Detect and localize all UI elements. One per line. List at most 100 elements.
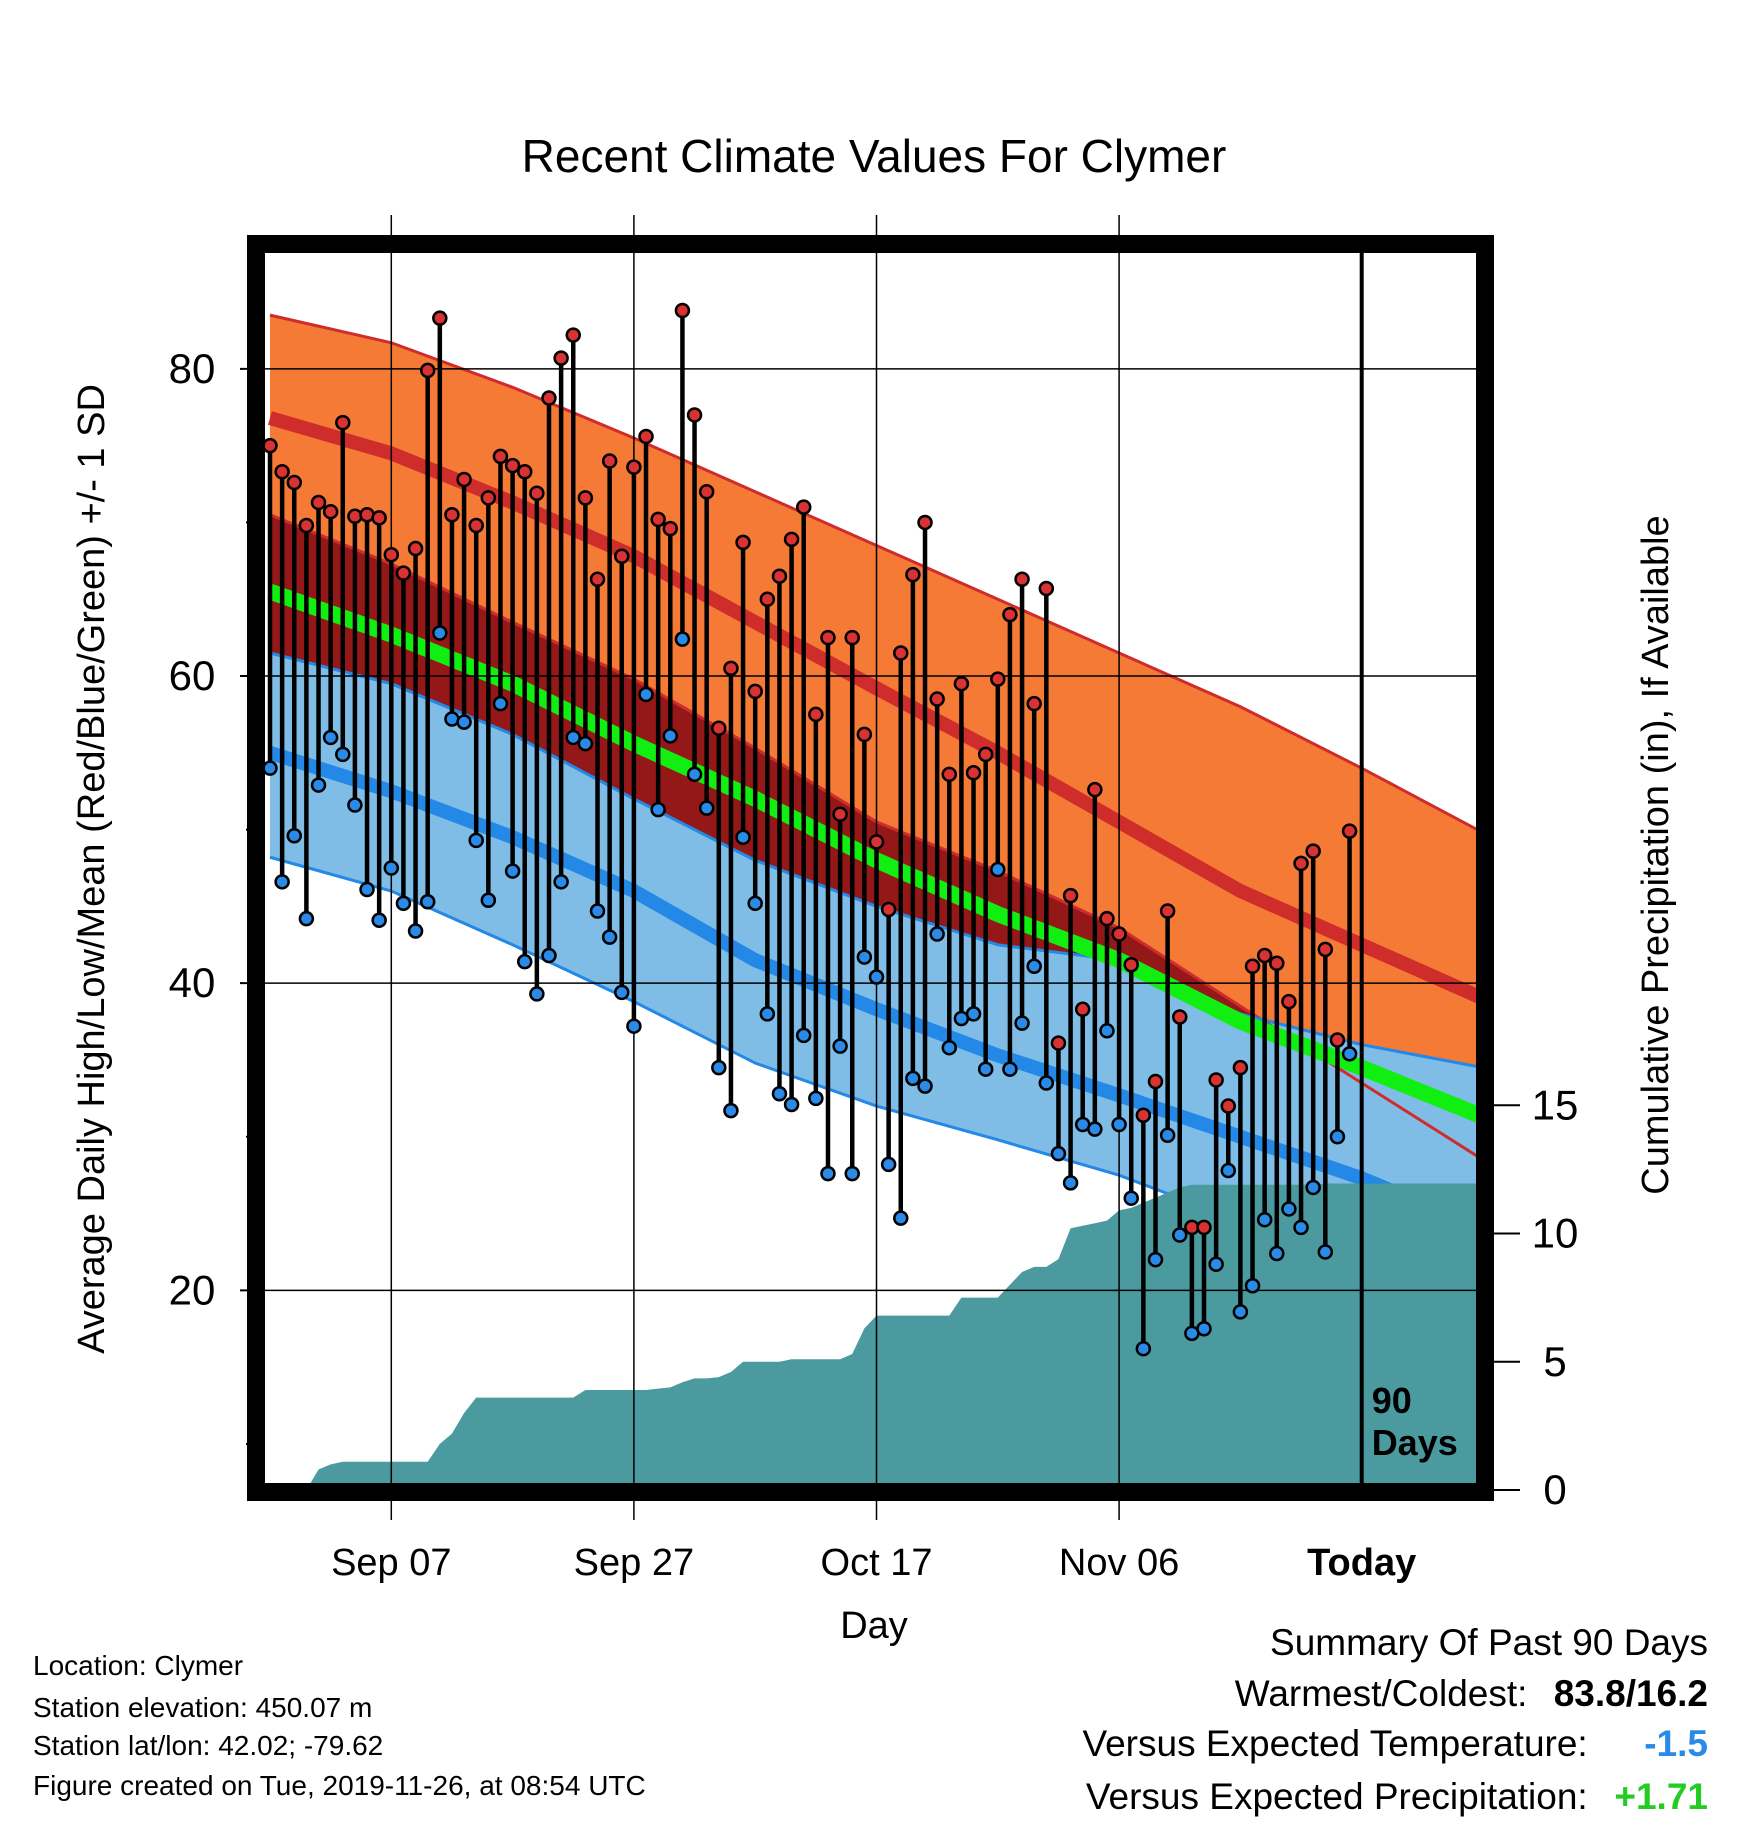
daily-low-point: [1341, 1046, 1358, 1062]
daily-high-point: [905, 566, 921, 583]
daily-low-point: [1050, 1145, 1067, 1162]
daily-low-point: [1220, 1162, 1237, 1179]
daily-low-point: [783, 1096, 800, 1113]
daily-high-point: [1341, 823, 1358, 839]
daily-high-point: [698, 483, 715, 500]
daily-high-point: [626, 459, 642, 475]
daily-high-point: [1135, 1107, 1152, 1124]
daily-high-point: [747, 683, 763, 700]
daily-low-point: [1123, 1190, 1139, 1206]
daily-high-point: [1293, 855, 1309, 872]
daily-high-point: [759, 591, 776, 607]
daily-high-point: [1244, 958, 1261, 975]
daily-low-point: [844, 1165, 860, 1182]
summary-precipitation: Versus Expected Precipitation: +1.71: [1086, 1778, 1708, 1815]
daily-high-point: [419, 362, 436, 379]
daily-low-point: [917, 1078, 933, 1094]
daily-high-point: [929, 691, 945, 707]
daily-high-point: [868, 834, 885, 850]
daily-low-point: [771, 1086, 788, 1102]
summary-precip-label: Versus Expected Precipitation:: [1085, 1776, 1588, 1817]
daily-high-point: [310, 494, 327, 511]
daily-high-point: [953, 675, 970, 692]
daily-high-point: [565, 327, 581, 343]
daily-high-point: [1256, 947, 1273, 964]
info-elevation: Station elevation: 450.07 m: [33, 1692, 373, 1723]
x-tick-label: Sep 07: [331, 1542, 451, 1584]
daily-high-point: [674, 302, 691, 319]
daily-low-point: [335, 746, 351, 763]
daily-high-point: [553, 350, 569, 366]
y-axis-label-right: Cumulative Precipitation (in), If Availa…: [1635, 515, 1677, 1194]
daily-low-point: [698, 800, 715, 816]
summary-temperature: Versus Expected Temperature: -1.5: [1082, 1725, 1708, 1762]
daily-low-point: [1256, 1211, 1273, 1228]
daily-high-point: [917, 514, 933, 531]
daily-high-point: [893, 645, 909, 661]
daily-low-point: [795, 1027, 812, 1044]
y-tick-label-left: 60: [169, 652, 216, 699]
daily-low-point: [322, 729, 339, 746]
summary-warm-cold-value: 83.8/16.2: [1553, 1673, 1708, 1714]
daily-low-point: [1317, 1244, 1334, 1260]
daily-low-point: [1196, 1320, 1212, 1337]
daily-high-point: [1038, 580, 1055, 597]
daily-low-point: [480, 892, 497, 909]
daily-low-point: [626, 1018, 642, 1034]
daily-high-point: [541, 390, 557, 406]
daily-low-point: [747, 895, 763, 912]
daily-high-point: [686, 407, 703, 423]
daily-low-point: [868, 969, 885, 985]
daily-low-point: [468, 832, 484, 849]
daily-low-point: [1002, 1061, 1018, 1077]
daily-low-point: [1111, 1116, 1127, 1133]
daily-low-point: [1305, 1179, 1321, 1196]
daily-low-point: [359, 881, 375, 898]
daily-low-point: [1232, 1304, 1249, 1320]
daily-high-point: [990, 671, 1006, 687]
y-axis-label-left: Average Daily High/Low/Mean (Red/Blue/Gr…: [71, 384, 113, 1354]
daily-high-point: [1220, 1098, 1237, 1114]
summary-temp-label: Versus Expected Temperature:: [1082, 1723, 1588, 1764]
daily-low-point: [383, 860, 400, 876]
daily-high-point: [1147, 1073, 1164, 1090]
daily-low-point: [1147, 1251, 1164, 1268]
plot-frame: [247, 235, 1494, 1501]
daily-low-point: [686, 766, 703, 783]
axes: Sep 07 Sep 27 Oct 17 Nov 06 Today 20 40 60 80 0 5 1…: [169, 345, 1579, 1584]
daily-high-point: [771, 568, 788, 584]
today-days-label: 90 Days: [1372, 1380, 1458, 1463]
daily-low-point: [965, 1006, 982, 1022]
daily-low-point: [1062, 1175, 1079, 1191]
y-tick-label-right: 0: [1543, 1466, 1566, 1513]
daily-low-point: [1038, 1075, 1055, 1091]
daily-high-point: [589, 571, 606, 588]
daily-high-point: [371, 510, 387, 526]
daily-low-point: [832, 1038, 848, 1054]
daily-high-point: [456, 471, 472, 488]
daily-high-point: [274, 464, 290, 480]
x-axis-label: Day: [840, 1605, 908, 1647]
daily-high-point: [808, 706, 824, 723]
daily-high-point: [480, 490, 497, 506]
daily-high-point: [407, 540, 424, 557]
daily-high-point: [262, 437, 278, 454]
daily-high-point: [614, 548, 630, 564]
daily-high-point: [977, 746, 994, 763]
daily-low-point: [638, 686, 654, 703]
y-tick-label-right: 5: [1543, 1338, 1566, 1385]
daily-low-point: [735, 829, 751, 846]
daily-low-point: [711, 1059, 727, 1076]
daily-high-point: [1074, 1001, 1091, 1018]
daily-high-point: [516, 464, 533, 480]
daily-high-point: [941, 766, 958, 783]
daily-range-bars: [262, 302, 1358, 1357]
daily-high-point: [1196, 1219, 1212, 1236]
daily-low-point: [1159, 1127, 1176, 1143]
daily-high-point: [444, 507, 460, 523]
daily-low-point: [662, 728, 679, 744]
daily-high-point: [383, 546, 400, 563]
daily-low-point: [820, 1165, 836, 1182]
daily-low-point: [262, 760, 278, 776]
